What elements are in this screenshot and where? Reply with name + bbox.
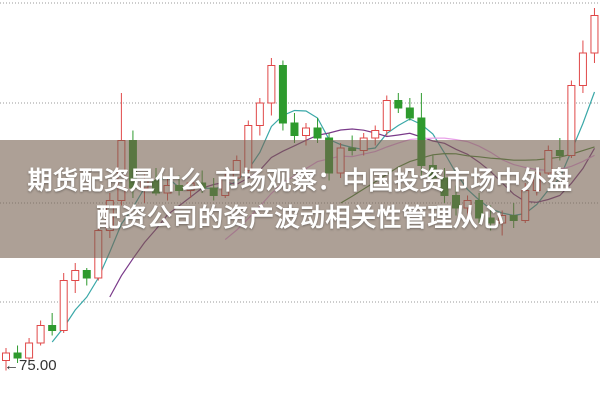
candle-body [25, 342, 34, 359]
candle-body [302, 127, 310, 136]
candle-body [48, 325, 57, 331]
price-label: ←75.00 [4, 357, 57, 374]
candle-body [13, 352, 22, 359]
candle-body [405, 107, 414, 119]
candle-body [255, 102, 264, 126]
candle-body [2, 352, 10, 361]
candle-body [71, 270, 80, 281]
candle-body [82, 270, 91, 279]
candle-body [382, 100, 391, 131]
candle-body [313, 127, 322, 139]
candle-body [394, 100, 403, 109]
candle-body [59, 280, 68, 331]
candle-body [36, 325, 45, 344]
arrow-left-icon: ← [4, 357, 19, 374]
candle-body [267, 65, 276, 104]
candle-body [578, 52, 587, 86]
candle-body [278, 65, 287, 124]
title-line-1: 期货配资是什么 市场观察：中国投资市场中外盘 [27, 166, 573, 195]
candle-body [371, 130, 380, 139]
title-line-2: 配资公司的资产波动相关性管理从心 [95, 203, 504, 232]
candle-body [290, 122, 299, 136]
price-label-text: 75.00 [19, 357, 57, 374]
title-banner: 期货配资是什么 市场观察：中国投资市场中外盘 配资公司的资产波动相关性管理从心 [0, 140, 600, 258]
candle-body [590, 15, 599, 54]
